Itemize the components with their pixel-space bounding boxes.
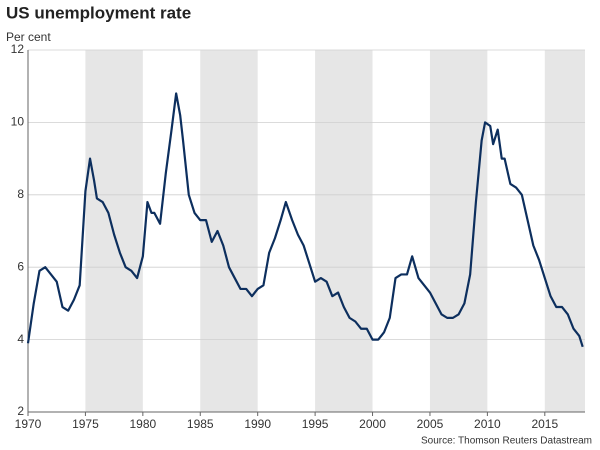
x-tick-label: 1985	[187, 417, 214, 431]
data-line	[26, 92, 584, 348]
y-tick-label: 2	[17, 404, 24, 418]
shade-band	[544, 50, 585, 412]
x-tick-label: 1975	[72, 417, 99, 431]
chart-title: US unemployment rate	[6, 3, 191, 22]
x-tick-label: 2000	[359, 417, 386, 431]
shade-band	[315, 50, 373, 412]
x-tick-label: 1970	[15, 417, 42, 431]
shade-band	[429, 50, 488, 412]
y-tick-label: 6	[17, 259, 24, 273]
y-tick-label: 12	[11, 42, 25, 56]
x-tick-label: 1990	[244, 417, 271, 431]
x-tick-label: 2015	[531, 417, 558, 431]
y-tick-label: 8	[17, 187, 24, 201]
x-tick-label: 2005	[417, 417, 444, 431]
y-tick-label: 10	[11, 115, 25, 129]
chart-subtitle: Per cent	[6, 30, 51, 44]
source-note: Source: Thomson Reuters Datastream	[421, 436, 592, 447]
y-tick-label: 4	[17, 332, 24, 346]
x-tick-label: 1995	[302, 417, 329, 431]
x-tick-label: 2010	[474, 417, 501, 431]
x-tick-label: 1980	[129, 417, 156, 431]
